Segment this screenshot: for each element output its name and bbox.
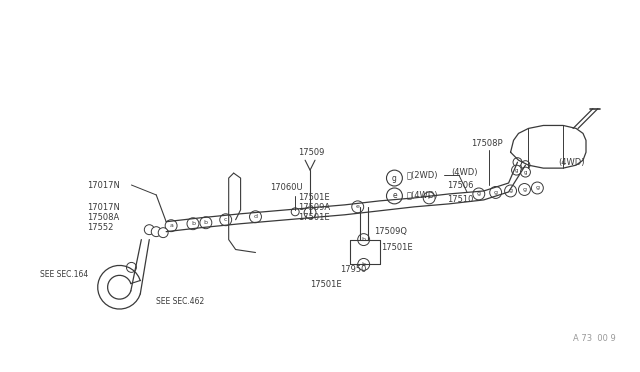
Text: g: g: [509, 189, 513, 193]
Text: 17501E: 17501E: [381, 243, 413, 252]
Text: 17060U: 17060U: [270, 183, 303, 192]
Circle shape: [504, 185, 516, 197]
Circle shape: [423, 192, 435, 204]
Circle shape: [158, 228, 168, 238]
Text: d: d: [253, 214, 257, 219]
Circle shape: [220, 214, 232, 226]
Text: 17509: 17509: [298, 148, 324, 157]
Text: 17509Q: 17509Q: [374, 227, 408, 236]
Circle shape: [511, 165, 522, 175]
Text: b: b: [362, 262, 365, 267]
Circle shape: [473, 188, 484, 200]
Text: b: b: [191, 221, 195, 226]
Text: j: j: [309, 210, 311, 215]
Text: 17552: 17552: [87, 223, 113, 232]
Text: 17506: 17506: [447, 180, 474, 189]
Circle shape: [520, 167, 531, 177]
Circle shape: [291, 208, 299, 216]
Circle shape: [531, 182, 543, 194]
Text: 17509A: 17509A: [298, 203, 330, 212]
Text: ⓔ(4WD): ⓔ(4WD): [406, 190, 438, 199]
Circle shape: [518, 183, 531, 195]
Text: SEE SEC.164: SEE SEC.164: [40, 270, 88, 279]
Text: b: b: [362, 237, 365, 242]
Text: c: c: [224, 217, 227, 222]
Circle shape: [387, 170, 403, 186]
Text: 17510: 17510: [447, 195, 474, 204]
Circle shape: [387, 188, 403, 204]
Text: 17508A: 17508A: [87, 213, 119, 222]
Circle shape: [127, 262, 136, 272]
Text: 17017N: 17017N: [87, 180, 120, 189]
Text: g: g: [392, 174, 397, 183]
Text: e: e: [356, 204, 360, 209]
Text: 17501E: 17501E: [298, 193, 330, 202]
Text: g: g: [493, 190, 498, 195]
Text: (4WD): (4WD): [558, 158, 585, 167]
Circle shape: [490, 186, 502, 198]
Circle shape: [358, 259, 370, 270]
Text: b: b: [204, 220, 208, 225]
Circle shape: [187, 218, 199, 230]
Text: g: g: [522, 187, 527, 192]
Circle shape: [250, 211, 262, 223]
Text: A 73  00 9: A 73 00 9: [573, 334, 616, 343]
Circle shape: [151, 227, 161, 237]
Circle shape: [352, 201, 364, 213]
Text: a: a: [169, 223, 173, 228]
Text: e: e: [392, 192, 397, 201]
Text: ⓖ(2WD): ⓖ(2WD): [406, 171, 438, 180]
Text: SEE SEC.462: SEE SEC.462: [156, 296, 205, 306]
Text: 17501E: 17501E: [310, 280, 342, 289]
Circle shape: [165, 220, 177, 232]
Text: 17017N: 17017N: [87, 203, 120, 212]
Text: g: g: [524, 170, 527, 174]
Circle shape: [145, 225, 154, 235]
Circle shape: [200, 217, 212, 229]
Text: f: f: [428, 195, 430, 201]
Circle shape: [521, 161, 530, 170]
Text: g: g: [515, 168, 518, 173]
Circle shape: [304, 207, 316, 219]
Text: 17501E: 17501E: [298, 213, 330, 222]
Circle shape: [513, 158, 522, 167]
Text: 17950: 17950: [340, 265, 366, 274]
Text: 17508P: 17508P: [471, 139, 502, 148]
Text: (4WD): (4WD): [451, 168, 477, 177]
Text: g: g: [536, 186, 540, 190]
Circle shape: [358, 234, 370, 246]
Text: g: g: [477, 192, 481, 196]
